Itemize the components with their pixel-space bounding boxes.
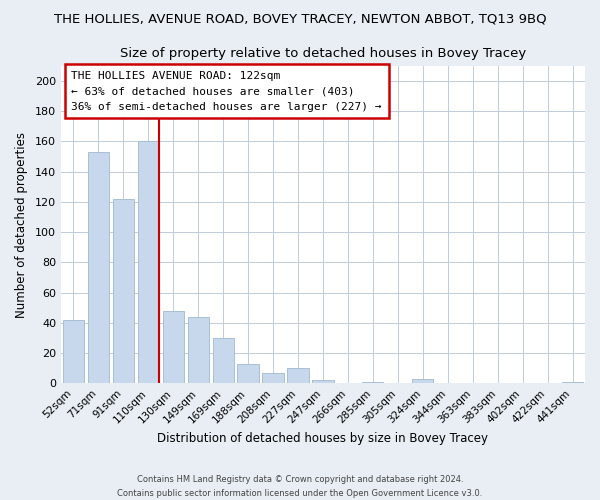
Text: Contains HM Land Registry data © Crown copyright and database right 2024.
Contai: Contains HM Land Registry data © Crown c… bbox=[118, 476, 482, 498]
X-axis label: Distribution of detached houses by size in Bovey Tracey: Distribution of detached houses by size … bbox=[157, 432, 488, 445]
Bar bbox=[313, 380, 334, 384]
Bar bbox=[113, 199, 134, 384]
Bar bbox=[88, 152, 109, 384]
Bar bbox=[287, 368, 308, 384]
Bar bbox=[562, 382, 583, 384]
Title: Size of property relative to detached houses in Bovey Tracey: Size of property relative to detached ho… bbox=[120, 48, 526, 60]
Bar bbox=[362, 382, 383, 384]
Bar bbox=[188, 317, 209, 384]
Bar bbox=[63, 320, 84, 384]
Bar bbox=[262, 373, 284, 384]
Bar bbox=[412, 379, 433, 384]
Bar bbox=[238, 364, 259, 384]
Bar bbox=[137, 142, 159, 384]
Bar bbox=[163, 311, 184, 384]
Bar bbox=[212, 338, 234, 384]
Text: THE HOLLIES AVENUE ROAD: 122sqm
← 63% of detached houses are smaller (403)
36% o: THE HOLLIES AVENUE ROAD: 122sqm ← 63% of… bbox=[71, 70, 382, 112]
Y-axis label: Number of detached properties: Number of detached properties bbox=[15, 132, 28, 318]
Text: THE HOLLIES, AVENUE ROAD, BOVEY TRACEY, NEWTON ABBOT, TQ13 9BQ: THE HOLLIES, AVENUE ROAD, BOVEY TRACEY, … bbox=[53, 12, 547, 26]
